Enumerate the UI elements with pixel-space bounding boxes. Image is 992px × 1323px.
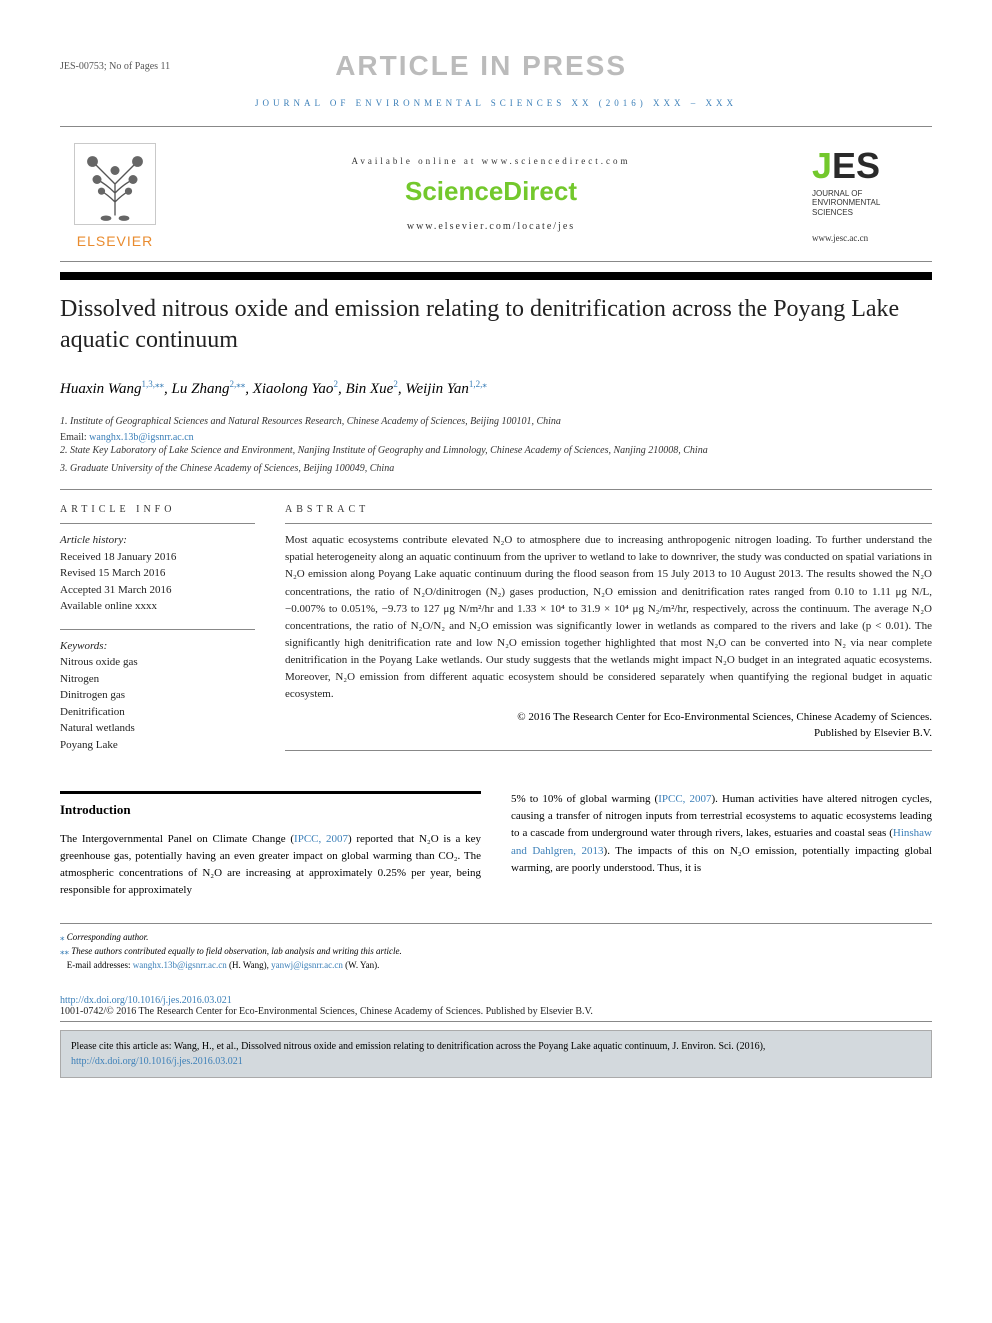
article-title: Dissolved nitrous oxide and emission rel… bbox=[60, 294, 932, 356]
footnote-emails: E-mail addresses: wanghx.13b@igsnrr.ac.c… bbox=[60, 958, 932, 972]
divider bbox=[60, 489, 932, 490]
jes-j-letter: J bbox=[812, 145, 832, 187]
abstract-column: ABSTRACT Most aquatic ecosystems contrib… bbox=[285, 504, 932, 767]
elsevier-tree-icon bbox=[70, 139, 160, 229]
article-info-heading: ARTICLE INFO bbox=[60, 504, 255, 515]
keyword: Nitrogen bbox=[60, 671, 255, 688]
author-4: Bin Xue bbox=[345, 381, 393, 397]
doi-link[interactable]: http://dx.doi.org/10.1016/j.jes.2016.03.… bbox=[71, 1056, 243, 1067]
available-online-text: Available online at www.sciencedirect.co… bbox=[170, 156, 812, 166]
divider bbox=[285, 750, 932, 751]
citation-link[interactable]: IPCC, 2007 bbox=[658, 793, 711, 805]
citation-box: Please cite this article as: Wang, H., e… bbox=[60, 1030, 932, 1078]
author-list: Huaxin Wang1,3,⁎⁎, Lu Zhang2,⁎⁎, Xiaolon… bbox=[60, 378, 932, 400]
keyword: Denitrification bbox=[60, 704, 255, 721]
jes-subtitle: JOURNAL OF ENVIRONMENTAL SCIENCES bbox=[812, 189, 932, 218]
history-label: Article history: bbox=[60, 532, 255, 549]
intro-text-1: The Intergovernmental Panel on Climate C… bbox=[60, 833, 294, 845]
author-1: Huaxin Wang bbox=[60, 381, 142, 397]
revised-date: Revised 15 March 2016 bbox=[60, 565, 255, 582]
author-5: Weijin Yan bbox=[405, 381, 469, 397]
introduction-heading: Introduction bbox=[60, 800, 481, 820]
keyword: Poyang Lake bbox=[60, 737, 255, 754]
abstract-copyright: © 2016 The Research Center for Eco-Envir… bbox=[285, 709, 932, 742]
header-center: Available online at www.sciencedirect.co… bbox=[170, 156, 812, 232]
issn-copyright-line: 1001-0742/© 2016 The Research Center for… bbox=[60, 1006, 932, 1022]
author-2: Lu Zhang bbox=[172, 381, 230, 397]
jes-es-letters: ES bbox=[832, 145, 880, 187]
email-link[interactable]: wanghx.13b@igsnrr.ac.cn bbox=[89, 432, 193, 443]
article-in-press-watermark: ARTICLE IN PRESS bbox=[335, 50, 627, 82]
doi-link-line: http://dx.doi.org/10.1016/j.jes.2016.03.… bbox=[60, 995, 932, 1006]
sciencedirect-logo: ScienceDirect bbox=[170, 176, 812, 207]
keyword: Natural wetlands bbox=[60, 720, 255, 737]
keyword: Nitrous oxide gas bbox=[60, 654, 255, 671]
author-3: Xiaolong Yao bbox=[253, 381, 334, 397]
affiliation-2: 2. State Key Laboratory of Lake Science … bbox=[60, 443, 932, 459]
doi-link[interactable]: http://dx.doi.org/10.1016/j.jes.2016.03.… bbox=[60, 995, 232, 1006]
doc-id: JES-00753; No of Pages 11 bbox=[60, 61, 170, 72]
elsevier-wordmark: ELSEVIER bbox=[60, 233, 170, 249]
abstract-heading: ABSTRACT bbox=[285, 504, 932, 515]
email-link[interactable]: wanghx.13b@igsnrr.ac.cn bbox=[133, 960, 227, 970]
online-date: Available online xxxx bbox=[60, 598, 255, 615]
article-history: Article history: Received 18 January 201… bbox=[60, 523, 255, 615]
page: JES-00753; No of Pages 11 ARTICLE IN PRE… bbox=[0, 0, 992, 1108]
title-bar bbox=[60, 272, 932, 280]
abstract-text: Most aquatic ecosystems contribute eleva… bbox=[285, 532, 932, 702]
jes-logo-block: J ES JOURNAL OF ENVIRONMENTAL SCIENCES w… bbox=[812, 145, 932, 244]
journal-citation-line: JOURNAL OF ENVIRONMENTAL SCIENCES XX (20… bbox=[60, 98, 932, 108]
jes-logo: J ES bbox=[812, 145, 932, 187]
footnotes: ⁎ Corresponding author. ⁎⁎ These authors… bbox=[60, 923, 932, 973]
accepted-date: Accepted 31 March 2016 bbox=[60, 582, 255, 599]
intro-rule bbox=[60, 791, 481, 794]
locate-url: www.elsevier.com/locate/jes bbox=[170, 221, 812, 232]
affiliation-1: 1. Institute of Geographical Sciences an… bbox=[60, 414, 932, 430]
article-info-column: ARTICLE INFO Article history: Received 1… bbox=[60, 504, 255, 767]
affiliation-3: 3. Graduate University of the Chinese Ac… bbox=[60, 461, 932, 477]
keywords-block: Keywords: Nitrous oxide gas Nitrogen Din… bbox=[60, 629, 255, 754]
keywords-label: Keywords: bbox=[60, 638, 255, 655]
received-date: Received 18 January 2016 bbox=[60, 549, 255, 566]
email-link[interactable]: yanwj@igsnrr.ac.cn bbox=[271, 960, 343, 970]
citation-link[interactable]: IPCC, 2007 bbox=[294, 833, 348, 845]
keyword: Dinitrogen gas bbox=[60, 687, 255, 704]
footnote-corresponding: ⁎ Corresponding author. bbox=[60, 930, 932, 944]
intro-col-right: 5% to 10% of global warming (IPCC, 2007)… bbox=[511, 791, 932, 898]
elsevier-logo-block: ELSEVIER bbox=[60, 139, 170, 249]
journal-header: ELSEVIER Available online at www.science… bbox=[60, 126, 932, 262]
intro-col-left: Introduction The Intergovernmental Panel… bbox=[60, 791, 481, 898]
top-bar: JES-00753; No of Pages 11 ARTICLE IN PRE… bbox=[60, 50, 932, 82]
jes-url: www.jesc.ac.cn bbox=[812, 233, 932, 243]
author-email-line: Email: wanghx.13b@igsnrr.ac.cn bbox=[60, 432, 932, 443]
footnote-equal-contrib: ⁎⁎ These authors contributed equally to … bbox=[60, 944, 932, 958]
info-abstract-row: ARTICLE INFO Article history: Received 1… bbox=[60, 504, 932, 767]
introduction-columns: Introduction The Intergovernmental Panel… bbox=[60, 791, 932, 898]
